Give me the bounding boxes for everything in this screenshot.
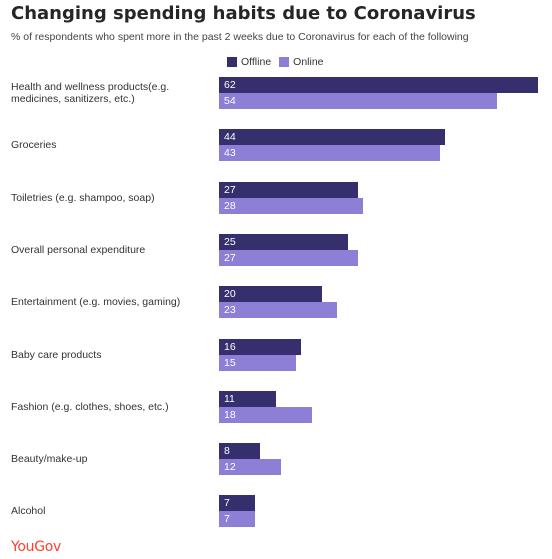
bar-offline: 62 bbox=[219, 77, 538, 93]
bar-offline: 20 bbox=[219, 286, 322, 303]
bar-value-label: 8 bbox=[224, 445, 230, 458]
category-label: Groceries bbox=[11, 139, 57, 152]
bar-value-label: 54 bbox=[224, 95, 236, 107]
bar-value-label: 43 bbox=[224, 147, 236, 160]
bar-value-label: 44 bbox=[224, 131, 236, 144]
bar-value-label: 28 bbox=[224, 199, 236, 212]
bar-online: 27 bbox=[219, 249, 358, 266]
bar-online: 18 bbox=[219, 406, 312, 423]
category-label: Beauty/make-up bbox=[11, 453, 88, 466]
bar-offline: 8 bbox=[219, 443, 261, 460]
chart-subtitle: % of respondents who spent more in the p… bbox=[11, 31, 469, 43]
bar-offline: 16 bbox=[219, 338, 302, 355]
bar-offline: 27 bbox=[219, 181, 358, 198]
bar-value-label: 12 bbox=[224, 461, 236, 474]
yougov-logo: YouGov bbox=[11, 539, 62, 555]
bar-online: 43 bbox=[219, 145, 441, 162]
category-label: Alcohol bbox=[11, 505, 46, 518]
bar-value-label: 25 bbox=[224, 235, 236, 248]
bar-online: 54 bbox=[219, 93, 497, 109]
bar-value-label: 23 bbox=[224, 304, 236, 317]
bar-online: 23 bbox=[219, 302, 338, 319]
bar-offline: 44 bbox=[219, 129, 446, 146]
bar-value-label: 15 bbox=[224, 356, 236, 369]
bar-value-label: 16 bbox=[224, 340, 236, 353]
legend-swatch-online bbox=[279, 57, 290, 67]
bar-offline: 11 bbox=[219, 390, 276, 407]
bar-value-label: 7 bbox=[224, 513, 230, 526]
bar-offline: 25 bbox=[219, 233, 348, 250]
category-label: Overall personal expenditure bbox=[11, 243, 146, 256]
bar-value-label: 11 bbox=[224, 392, 235, 405]
legend-item-online: Online bbox=[279, 56, 324, 68]
category-label: Toiletries (e.g. shampoo, soap) bbox=[11, 191, 155, 204]
legend-label-online: Online bbox=[293, 56, 324, 68]
bar-value-label: 7 bbox=[224, 497, 230, 510]
bar-online: 15 bbox=[219, 354, 297, 371]
bar-online: 7 bbox=[219, 511, 256, 528]
legend-item-offline: Offline bbox=[227, 56, 271, 68]
legend-label-offline: Offline bbox=[241, 56, 272, 68]
bar-value-label: 27 bbox=[224, 251, 236, 264]
category-label: Fashion (e.g. clothes, shoes, etc.) bbox=[11, 400, 169, 413]
category-label: Entertainment (e.g. movies, gaming) bbox=[11, 296, 181, 309]
bar-online: 12 bbox=[219, 459, 281, 476]
chart-title: Changing spending habits due to Coronavi… bbox=[11, 3, 476, 24]
bar-value-label: 20 bbox=[224, 288, 236, 301]
bar-value-label: 62 bbox=[224, 79, 236, 91]
bar-value-label: 27 bbox=[224, 183, 236, 196]
chart-legend: Offline Online bbox=[227, 56, 332, 68]
legend-swatch-offline bbox=[227, 57, 237, 67]
category-label: Baby care products bbox=[11, 348, 102, 361]
bar-offline: 7 bbox=[219, 495, 256, 512]
bar-value-label: 18 bbox=[224, 408, 236, 421]
bar-online: 28 bbox=[219, 197, 364, 214]
category-label: Health and wellness products(e.g. medici… bbox=[11, 81, 170, 105]
